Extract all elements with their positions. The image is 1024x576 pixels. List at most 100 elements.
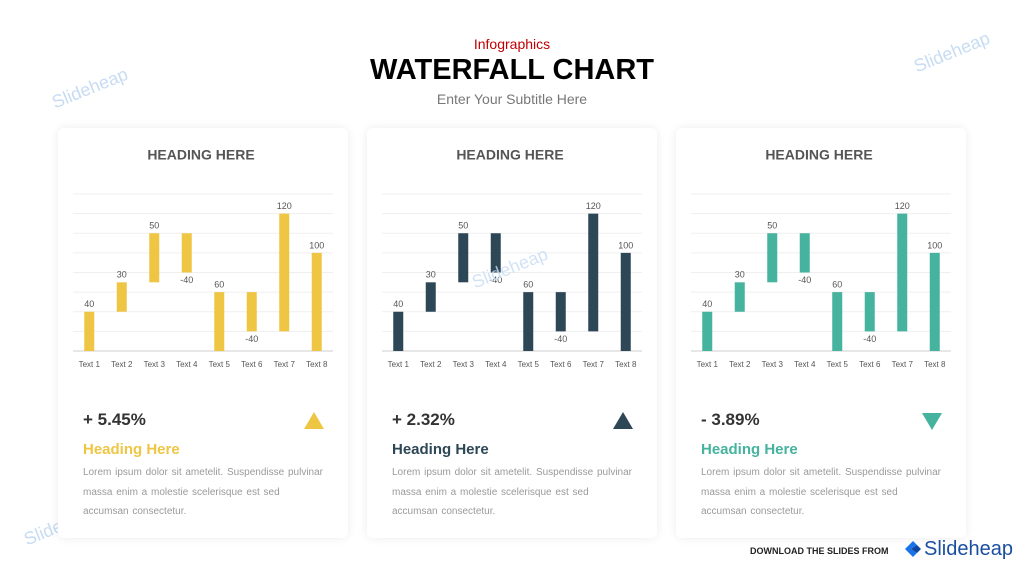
x-tick-label: Text 1 xyxy=(697,360,719,369)
stat: + 5.45% xyxy=(83,410,146,429)
card: HEADING HERE 40 Text 1 30 Text 2 50 Text 3 -40 T… xyxy=(58,128,348,538)
bar xyxy=(425,282,436,312)
bar xyxy=(523,292,534,351)
bar xyxy=(864,292,875,332)
value-label: -40 xyxy=(245,334,258,344)
bar xyxy=(116,282,127,312)
bar xyxy=(555,292,566,332)
trend-triangle xyxy=(922,413,942,430)
card-heading: Heading Here xyxy=(701,441,798,458)
x-tick-label: Text 5 xyxy=(827,360,849,369)
bar xyxy=(458,233,469,283)
bar xyxy=(734,282,745,312)
trend-triangle xyxy=(613,412,633,429)
bar xyxy=(181,233,192,273)
card-body: Lorem ipsum dolor sit ametelit. Suspendi… xyxy=(392,467,632,517)
bar xyxy=(767,233,778,283)
x-tick-label: Text 8 xyxy=(306,360,328,369)
value-label: 40 xyxy=(84,299,94,309)
value-label: -40 xyxy=(554,334,567,344)
title: WATERFALL CHART xyxy=(369,54,655,86)
x-tick-label: Text 7 xyxy=(583,360,605,369)
x-tick-label: Text 5 xyxy=(209,360,231,369)
x-tick-label: Text 4 xyxy=(176,360,198,369)
chart: HEADING HERE 40 Text 1 30 Text 2 50 Text 3 -40 T… xyxy=(73,147,333,369)
bar xyxy=(393,311,404,351)
footer-logo-icon xyxy=(902,538,924,560)
value-label: 50 xyxy=(149,221,159,231)
bar xyxy=(588,213,599,332)
trend-icon xyxy=(613,412,633,429)
card: HEADING HERE 40 Text 1 30 Text 2 50 Text 3 -40 T… xyxy=(367,128,657,538)
value-label: 40 xyxy=(702,299,712,309)
x-tick-label: Text 1 xyxy=(79,360,101,369)
x-tick-label: Text 4 xyxy=(485,360,507,369)
bar xyxy=(702,311,713,351)
x-tick-label: Text 3 xyxy=(453,360,475,369)
chart: HEADING HERE 40 Text 1 30 Text 2 50 Text 3 -40 T… xyxy=(691,147,951,369)
footer-text: DOWNLOAD THE SLIDES FROM xyxy=(750,546,889,556)
value-label: 120 xyxy=(586,201,601,211)
bar xyxy=(929,252,940,351)
value-label: -40 xyxy=(180,275,193,285)
bar xyxy=(897,213,908,332)
chart: HEADING HERE 40 Text 1 30 Text 2 50 Text 3 -40 T… xyxy=(382,147,642,369)
x-tick-label: Text 7 xyxy=(274,360,296,369)
value-label: 30 xyxy=(117,270,127,280)
value-label: 30 xyxy=(735,270,745,280)
x-tick-label: Text 2 xyxy=(111,360,133,369)
x-tick-label: Text 1 xyxy=(388,360,410,369)
value-label: -40 xyxy=(863,334,876,344)
value-label: 120 xyxy=(895,201,910,211)
card-heading: Heading Here xyxy=(83,441,180,458)
value-label: -40 xyxy=(489,275,502,285)
card-body: Lorem ipsum dolor sit ametelit. Suspendi… xyxy=(83,467,323,517)
bar xyxy=(149,233,160,283)
x-tick-label: Text 5 xyxy=(518,360,540,369)
x-tick-label: Text 3 xyxy=(762,360,784,369)
x-tick-label: Text 2 xyxy=(420,360,442,369)
stat: + 2.32% xyxy=(392,410,455,429)
value-label: 50 xyxy=(458,221,468,231)
chart-title: HEADING HERE xyxy=(147,147,254,163)
bar xyxy=(799,233,810,273)
bar xyxy=(620,252,631,351)
value-label: 60 xyxy=(214,280,224,290)
x-tick-label: Text 2 xyxy=(729,360,751,369)
x-tick-label: Text 8 xyxy=(615,360,637,369)
bar xyxy=(246,292,257,332)
x-tick-label: Text 8 xyxy=(924,360,946,369)
bar xyxy=(214,292,225,351)
x-tick-label: Text 6 xyxy=(859,360,881,369)
card-heading: Heading Here xyxy=(392,441,489,458)
value-label: 60 xyxy=(832,280,842,290)
bar xyxy=(832,292,843,351)
value-label: 100 xyxy=(309,240,324,250)
value-label: 30 xyxy=(426,270,436,280)
x-tick-label: Text 6 xyxy=(550,360,572,369)
card-body: Lorem ipsum dolor sit ametelit. Suspendi… xyxy=(701,467,941,517)
chart-title: HEADING HERE xyxy=(456,147,563,163)
value-label: 120 xyxy=(277,201,292,211)
x-tick-label: Text 7 xyxy=(892,360,914,369)
value-label: 50 xyxy=(767,221,777,231)
subtitle: Enter Your Subtitle Here xyxy=(436,91,588,107)
x-tick-label: Text 6 xyxy=(241,360,263,369)
x-tick-label: Text 4 xyxy=(794,360,816,369)
trend-icon xyxy=(922,413,942,430)
bar xyxy=(490,233,501,273)
value-label: -40 xyxy=(798,275,811,285)
value-label: 60 xyxy=(523,280,533,290)
x-tick-label: Text 3 xyxy=(144,360,166,369)
bar xyxy=(311,252,322,351)
bar xyxy=(279,213,290,332)
trend-triangle xyxy=(304,412,324,429)
chart-title: HEADING HERE xyxy=(765,147,872,163)
value-label: 100 xyxy=(618,240,633,250)
logo-icon xyxy=(905,541,921,557)
bar xyxy=(84,311,95,351)
footer-brand: Slideheap xyxy=(924,538,1013,560)
card: HEADING HERE 40 Text 1 30 Text 2 50 Text 3 -40 T… xyxy=(676,128,966,538)
value-label: 40 xyxy=(393,299,403,309)
